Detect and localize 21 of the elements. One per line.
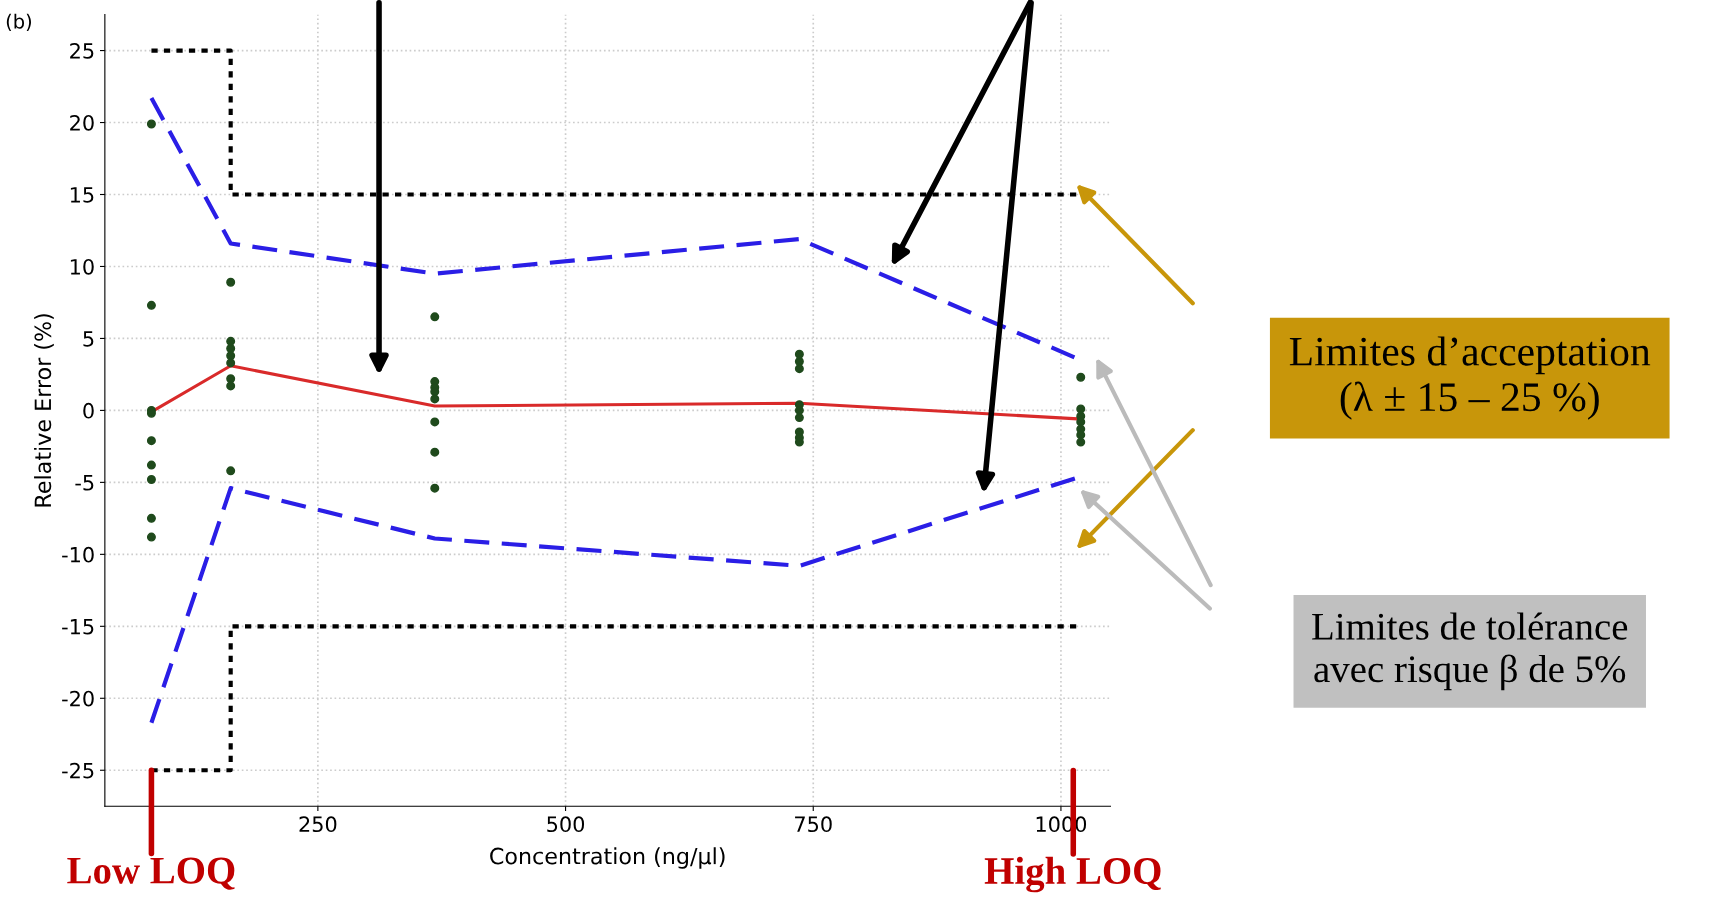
y-tick-label: 15 — [70, 187, 94, 203]
text: Limites d’acceptation (λ ± 15 – 25 %) — [1289, 336, 1651, 420]
y-tick-label: -10 — [62, 546, 94, 563]
x-axis-title: Concentration (ng/µl) — [490, 847, 725, 869]
x-tick-label: 750 — [795, 816, 832, 833]
y-tick-label: 25 — [70, 43, 94, 59]
x-tick-label: 500 — [547, 816, 585, 833]
y-tick-label: -15 — [62, 619, 94, 635]
text: High LOQ — [984, 856, 1161, 893]
y-tick-label: -25 — [62, 762, 94, 779]
y-tick-label: -5 — [75, 475, 94, 491]
y-tick-label: -20 — [62, 690, 94, 707]
y-axis-title: Relative Error (%) — [34, 314, 54, 507]
y-tick-label: 10 — [70, 258, 94, 275]
y-tick-label: 5 — [83, 331, 94, 347]
text: (b) — [6, 13, 31, 31]
text: Limites de tolérance avec risque β de 5% — [1312, 612, 1628, 691]
y-tick-label: 20 — [70, 114, 94, 131]
x-tick-label: 250 — [299, 816, 337, 833]
annotation: Low LOQ — [67, 857, 235, 890]
y-tick-label: 0 — [83, 402, 94, 419]
